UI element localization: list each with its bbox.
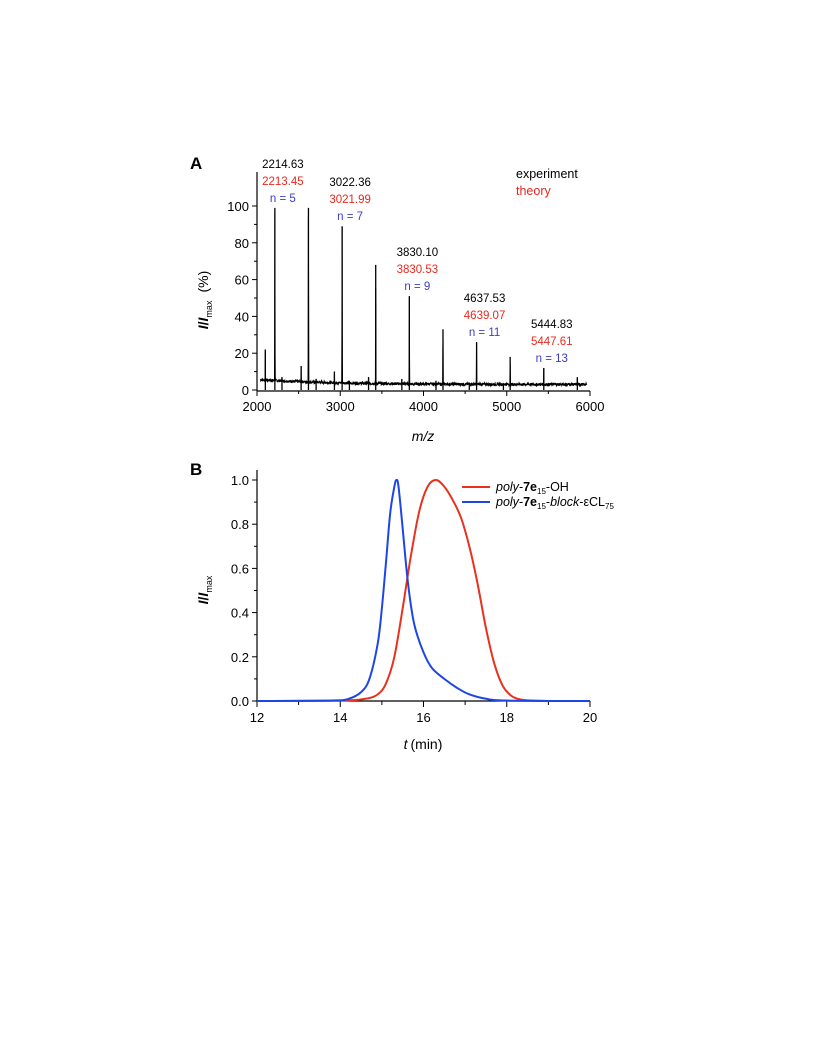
annotation-theory: 3021.99: [329, 194, 371, 206]
panel-a-y-tick-label: 20: [235, 346, 249, 361]
annotation-theory: 5447.61: [531, 336, 573, 348]
panel-b-curves: [256, 478, 591, 702]
legend-series-1: poly-7e15-OH: [495, 480, 569, 496]
panel-a-axes: 2000 3000 4000 5000 6000 0 20 40 60 80 100: [227, 172, 604, 414]
panel-a-spectrum: [259, 207, 588, 390]
annotation-experiment: 5444.83: [531, 319, 573, 331]
panel-b-x-tick-label: 20: [583, 710, 597, 725]
panel-b-y-tick-label: 0.0: [231, 694, 249, 709]
panel-b-x-tick-label: 14: [333, 710, 347, 725]
panel-b-y-tick-label: 0.6: [231, 561, 249, 576]
panel-a-x-axis-title: m/z: [412, 428, 435, 444]
panel-a-y-tick-label: 100: [227, 199, 249, 214]
annotation-n: n = 9: [404, 281, 430, 293]
annotation-experiment: 2214.63: [262, 159, 304, 171]
panel-a-annotations: 2214.63 2213.45 n = 5 3022.36 3021.99 n = 7 38…: [262, 159, 572, 365]
legend-experiment: experiment: [516, 167, 578, 181]
ylabel-a-i2: I: [195, 316, 211, 321]
panel-a-x-tick-label: 6000: [576, 399, 605, 414]
annotation-theory: 3830.53: [397, 264, 439, 276]
ylabel-a-slash: /: [195, 321, 211, 325]
annotation-experiment: 3022.36: [329, 177, 371, 189]
legend-series-2: poly-7e15-block-εCL75: [495, 495, 614, 511]
ylabel-a-percent: (%): [195, 271, 211, 293]
panel-a-y-tick-label: 40: [235, 309, 249, 324]
ylabel-a-max: max: [204, 300, 214, 318]
panel-b: B 12 14 16 18 20 0.0 0.2 0.4 0.6 0.8 1.0 poly-7e15…: [190, 460, 614, 752]
panel-b-legend: poly-7e15-OH poly-7e15-block-εCL75: [462, 480, 614, 511]
panel-b-y-axis-title: I/Imax: [195, 575, 214, 604]
panel-a: A 2000 3000 4000 5000 6000 0 20 40 60 80 100 2214.…: [190, 154, 604, 444]
panel-a-x-tick-label: 4000: [409, 399, 438, 414]
annotation-n: n = 13: [536, 353, 568, 365]
panel-b-x-axis-title: t (min): [404, 736, 443, 752]
panel-a-x-tick-label: 5000: [492, 399, 521, 414]
panel-b-x-tick-label: 18: [500, 710, 514, 725]
annotation-theory: 2213.45: [262, 176, 304, 188]
panel-b-label: B: [190, 460, 202, 479]
annotation-experiment: 4637.53: [464, 293, 506, 305]
panel-b-x-tick-label: 16: [416, 710, 430, 725]
panel-b-x-tick-label: 12: [250, 710, 264, 725]
annotation-n: n = 7: [337, 211, 363, 223]
panel-a-y-axis-title: I/Imax (%): [195, 271, 214, 329]
annotation-n: n = 11: [469, 327, 500, 339]
panel-b-series-2: [256, 478, 591, 702]
panel-b-y-tick-label: 0.2: [231, 650, 249, 665]
panel-b-series-1: [256, 479, 590, 702]
annotation-theory: 4639.07: [464, 310, 506, 322]
panel-b-axes: 12 14 16 18 20 0.0 0.2 0.4 0.6 0.8 1.0: [231, 470, 597, 725]
panel-a-x-tick-label: 2000: [243, 399, 272, 414]
panel-a-label: A: [190, 154, 202, 173]
panel-a-spectrum-trace: [259, 212, 588, 388]
annotation-n: n = 5: [270, 193, 296, 205]
panel-a-y-tick-label: 0: [242, 383, 249, 398]
panel-a-y-tick-label: 60: [235, 273, 249, 288]
panel-a-x-tick-label: 3000: [326, 399, 355, 414]
panel-b-y-tick-label: 0.4: [231, 606, 249, 621]
panel-b-y-tick-label: 0.8: [231, 517, 249, 532]
panel-a-y-tick-label: 80: [235, 236, 249, 251]
panel-a-legend: experiment theory: [516, 167, 578, 198]
ylabel-a-i: I: [195, 324, 211, 329]
legend-theory: theory: [516, 184, 551, 198]
panel-b-y-tick-label: 1.0: [231, 473, 249, 488]
annotation-experiment: 3830.10: [397, 247, 439, 259]
